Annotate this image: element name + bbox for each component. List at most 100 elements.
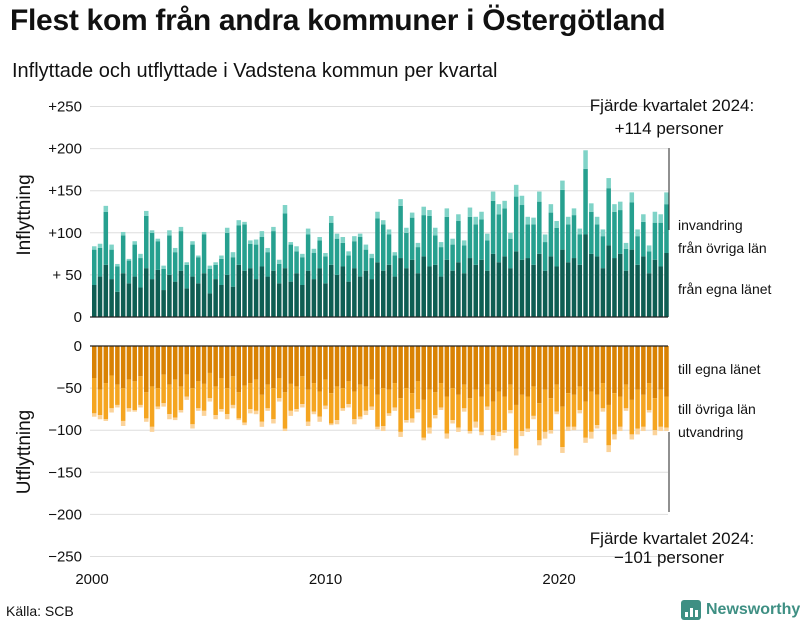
- outflow-bar: [271, 346, 276, 389]
- inflow-bar: [375, 262, 380, 317]
- outflow-bar: [485, 346, 490, 385]
- inflow-bar: [305, 228, 311, 235]
- inflow-bar: [97, 247, 103, 277]
- outflow-bar: [571, 394, 577, 427]
- outflow-bar: [149, 386, 155, 427]
- legend-utvandring: utvandring: [678, 424, 743, 440]
- outflow-bar: [600, 408, 606, 412]
- outflow-bar: [646, 383, 652, 410]
- outflow-bar: [92, 413, 97, 417]
- outflow-bar: [583, 346, 588, 402]
- inflow-bar: [508, 232, 513, 239]
- inflow-bar: [149, 230, 155, 233]
- inflow-bar: [294, 246, 299, 252]
- inflow-bar: [444, 259, 450, 317]
- inflow-bar: [600, 268, 606, 317]
- inflow-bar: [132, 241, 137, 245]
- inflow-bar: [311, 279, 317, 317]
- inflow-bar: [456, 221, 461, 263]
- inflow-bar: [386, 229, 392, 235]
- outflow-bar: [230, 346, 236, 377]
- inflow-bar: [623, 242, 629, 249]
- inflow-bar: [542, 270, 548, 317]
- outflow-bar: [196, 381, 201, 409]
- outflow-bar: [126, 408, 132, 412]
- outflow-bar: [346, 381, 351, 405]
- outflow-bar: [404, 420, 409, 423]
- outflow-bar: [617, 396, 623, 427]
- inflow-bar: [294, 251, 299, 274]
- inflow-bar: [641, 256, 646, 317]
- inflow-bar: [120, 235, 126, 274]
- legend-fran-egna-lanet: från egna länet: [678, 281, 772, 297]
- outflow-bar: [109, 408, 114, 413]
- top-tick-label: +200: [48, 141, 82, 158]
- inflow-bar: [433, 264, 438, 317]
- outflow-bar: [542, 431, 548, 439]
- brand[interactable]: Newsworthy: [681, 600, 800, 620]
- inflow-bar: [352, 241, 357, 269]
- inflow-bar: [635, 264, 640, 317]
- inflow-bar: [288, 281, 294, 317]
- outflow-bar: [409, 346, 415, 394]
- inflow-bar: [473, 224, 478, 265]
- outflow-bar: [438, 407, 444, 410]
- outflow-bar: [456, 394, 461, 428]
- inflow-bar: [525, 258, 531, 317]
- outflow-bar: [132, 381, 137, 410]
- bars: [92, 150, 669, 456]
- outflow-bar: [311, 383, 317, 412]
- outflow-bar: [461, 408, 467, 412]
- inflow-bar: [635, 236, 640, 265]
- inflow-bar: [92, 246, 97, 250]
- inflow-bar: [190, 241, 195, 245]
- inflow-bar: [328, 222, 334, 265]
- outflow-bar: [219, 377, 224, 410]
- outflow-bar: [433, 346, 438, 393]
- top-tick-label: +100: [48, 225, 82, 242]
- outflow-bar: [97, 415, 103, 420]
- outflow-bar: [92, 377, 97, 414]
- outflow-bar: [300, 404, 305, 408]
- inflow-bar: [398, 199, 403, 206]
- inflow-bar: [184, 264, 189, 289]
- outflow-bar: [560, 447, 565, 453]
- outflow-bar: [600, 346, 606, 384]
- axes: 0 + 50 +100 +150 +200 +250 0 −50 −100 −150 −200 −25…: [48, 99, 670, 588]
- inflow-bar: [612, 258, 617, 317]
- inflow-bar: [132, 276, 137, 317]
- inflow-bar: [155, 241, 161, 270]
- outflow-bar: [577, 346, 583, 387]
- outflow-bar: [248, 409, 253, 414]
- inflow-bar: [219, 285, 224, 317]
- inflow-bar: [560, 180, 565, 190]
- bottom-tick-label: −200: [48, 506, 82, 523]
- inflow-bar: [565, 224, 571, 263]
- outflow-bar: [161, 403, 166, 407]
- inflow-bar: [224, 232, 230, 275]
- outflow-bar: [282, 346, 288, 393]
- inflow-bar: [571, 215, 577, 259]
- outflow-bar: [363, 346, 369, 387]
- outflow-bar: [253, 410, 259, 415]
- outflow-bar: [242, 346, 247, 386]
- inflow-bar: [172, 247, 178, 253]
- inflow-bar: [392, 255, 398, 277]
- inflow-bar: [433, 227, 438, 236]
- outflow-bar: [461, 346, 467, 385]
- outflow-bar: [444, 346, 450, 397]
- inflow-bar: [404, 268, 409, 317]
- inflow-bar: [583, 234, 588, 317]
- inflow-bar: [167, 274, 172, 317]
- inflow-bar: [554, 221, 559, 228]
- outflow-bar: [357, 416, 363, 420]
- outflow-bar: [537, 403, 542, 441]
- outflow-bar: [230, 404, 236, 409]
- inflow-bar: [253, 279, 259, 317]
- outflow-bar: [548, 398, 554, 431]
- outflow-bar: [641, 426, 646, 432]
- outflow-bar: [103, 383, 109, 420]
- outflow-bar: [450, 388, 455, 421]
- inflow-bar: [381, 270, 386, 317]
- inflow-bar: [479, 259, 484, 317]
